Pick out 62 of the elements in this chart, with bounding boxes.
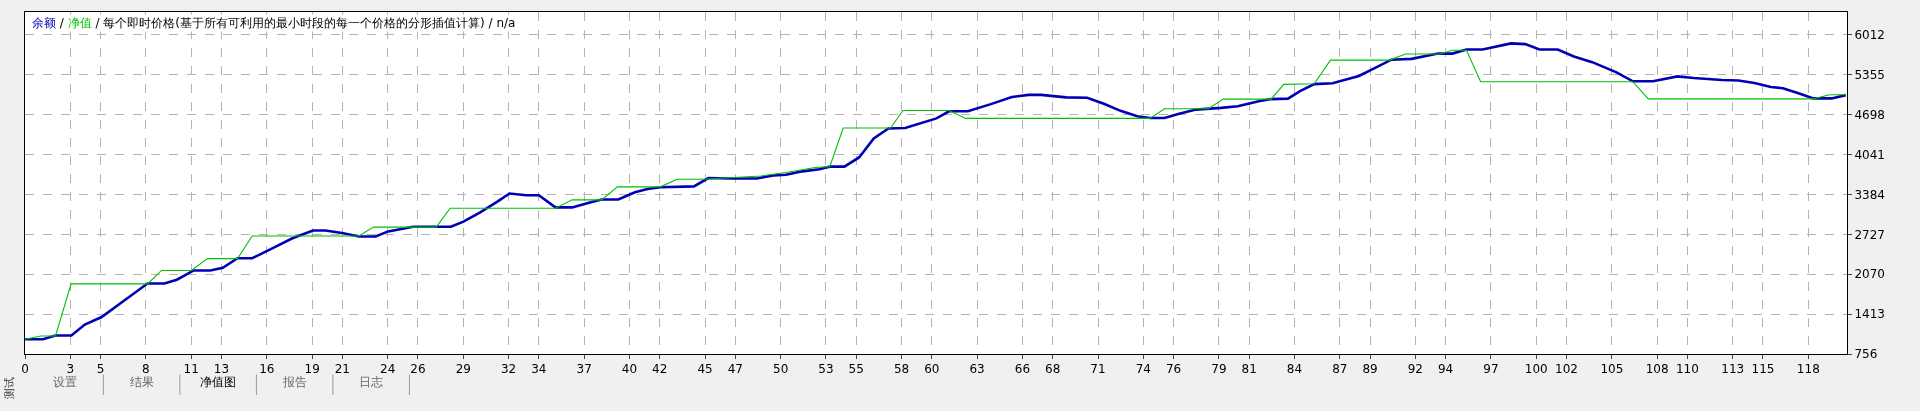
- x-tick-label: 32: [500, 362, 517, 377]
- x-tick-label: 105: [1600, 362, 1624, 377]
- x-tick-label: 84: [1286, 362, 1303, 377]
- x-tick-label: 53: [818, 362, 834, 377]
- y-tick-label: 5355: [1854, 67, 1885, 82]
- x-tick-label: 55: [848, 362, 864, 377]
- y-tick-label: 1413: [1854, 307, 1885, 322]
- y-tick-label: 3384: [1854, 187, 1885, 202]
- y-tick-label: 4698: [1854, 107, 1885, 122]
- text: 测试: [3, 376, 17, 399]
- x-tick-label: 16: [259, 362, 275, 377]
- text: 日志: [359, 375, 383, 389]
- x-tick-label: 89: [1362, 362, 1378, 377]
- x-tick-label: 34: [531, 362, 547, 377]
- x-tick-label: 50: [773, 362, 789, 377]
- x-tick-label: 63: [969, 362, 985, 377]
- x-tick-label: 24: [380, 362, 396, 377]
- x-tick-label: 13: [213, 362, 230, 377]
- text: 结果: [130, 375, 154, 389]
- y-tick-label: 756: [1854, 347, 1878, 362]
- y-tick-label: 6012: [1854, 28, 1885, 43]
- x-tick-label: 92: [1407, 362, 1424, 377]
- chart-title: 余额 / 净值 / 每个即时价格(基于所有可利用的最小时段的每一个价格的分形插值计算) / n/a: [32, 16, 516, 30]
- x-tick-label: 37: [576, 362, 592, 377]
- x-tick-label: 3: [66, 362, 75, 377]
- x-tick-label: 110: [1675, 362, 1699, 377]
- y-tick-label: 2070: [1854, 267, 1885, 282]
- x-tick-label: 118: [1796, 362, 1820, 377]
- x-tick-label: 113: [1721, 362, 1745, 377]
- x-tick-label: 58: [893, 362, 910, 377]
- x-tick-label: 102: [1555, 362, 1578, 377]
- x-tick-label: 19: [304, 362, 320, 377]
- x-tick-label: 60: [924, 362, 940, 377]
- x-tick-label: 100: [1524, 362, 1548, 377]
- x-tick-label: 74: [1135, 362, 1151, 377]
- x-tick-label: 11: [183, 362, 199, 377]
- x-tick-label: 87: [1332, 362, 1348, 377]
- x-tick-label: 26: [410, 362, 426, 377]
- text: 设置: [53, 375, 77, 389]
- x-tick-label: 29: [455, 362, 471, 377]
- x-tick-label: 40: [621, 362, 638, 377]
- x-tick-label: 47: [727, 362, 743, 377]
- x-tick-label: 79: [1211, 362, 1227, 377]
- x-tick-label: 68: [1045, 362, 1061, 377]
- x-tick-label: 108: [1645, 362, 1669, 377]
- x-tick-label: 0: [21, 362, 29, 377]
- y-tick-label: 4041: [1854, 147, 1885, 162]
- x-tick-label: 45: [697, 362, 713, 377]
- x-tick-label: 76: [1165, 362, 1182, 377]
- y-tick-label: 2727: [1854, 227, 1885, 242]
- x-tick-label: 5: [96, 362, 105, 377]
- text: 净值图: [200, 375, 236, 389]
- x-tick-label: 66: [1014, 362, 1031, 377]
- x-tick-label: 94: [1437, 362, 1454, 377]
- x-tick-label: 81: [1241, 362, 1257, 377]
- x-tick-label: 115: [1751, 362, 1775, 377]
- x-tick-label: 42: [652, 362, 668, 377]
- text: 报告: [282, 375, 307, 389]
- x-tick-label: 21: [334, 362, 351, 377]
- x-tick-label: 8: [142, 362, 150, 377]
- x-tick-label: 97: [1483, 362, 1499, 377]
- x-tick-label: 71: [1090, 362, 1106, 377]
